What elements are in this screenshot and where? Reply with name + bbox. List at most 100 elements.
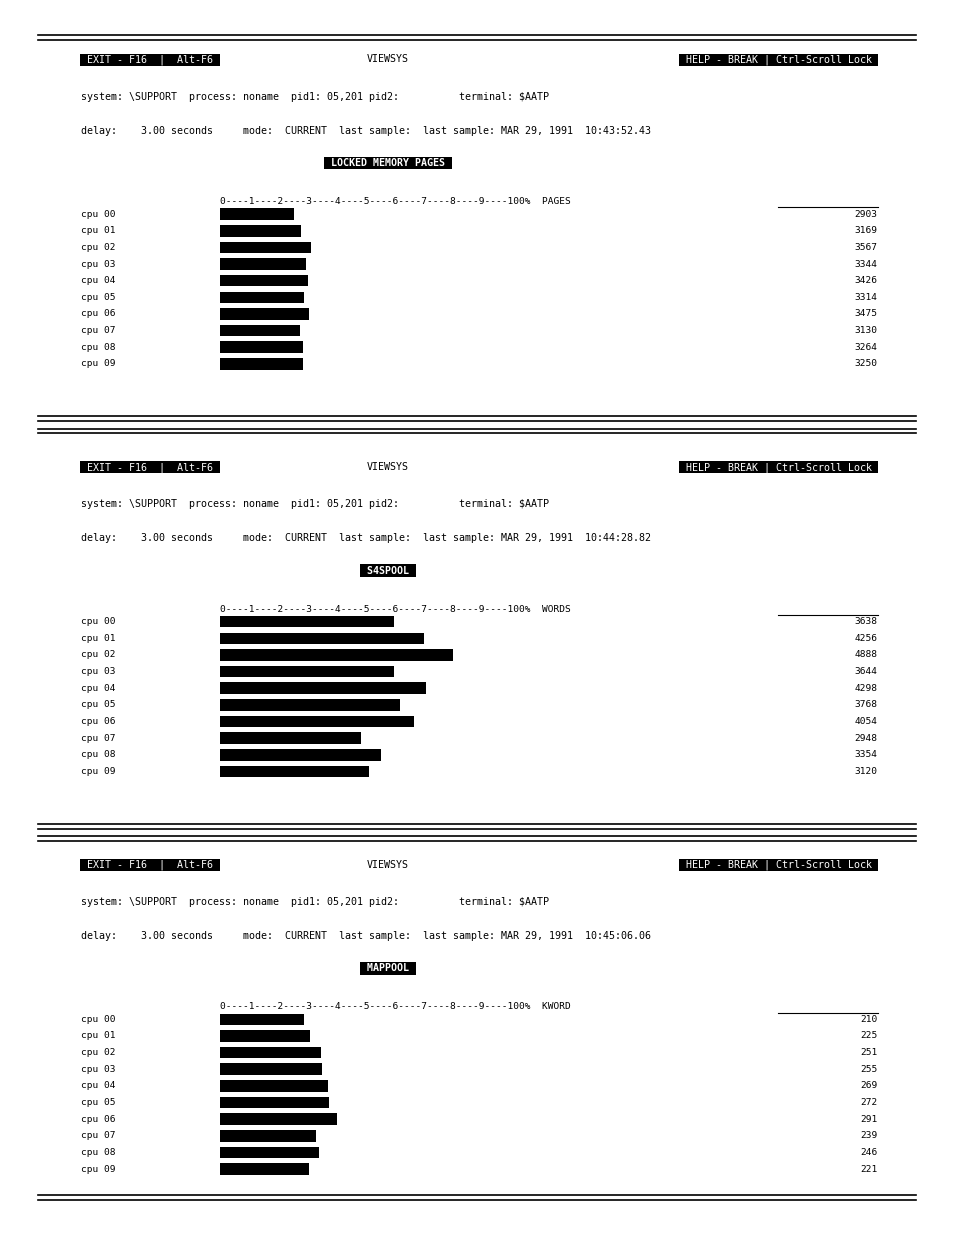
Text: cpu 09: cpu 09 — [81, 767, 115, 776]
Bar — [220, 650, 453, 661]
Text: 3169: 3169 — [854, 226, 877, 235]
Bar — [220, 1146, 318, 1158]
Text: cpu 06: cpu 06 — [81, 1115, 115, 1124]
Text: cpu 03: cpu 03 — [81, 1065, 115, 1073]
Text: system: \SUPPORT  process: noname  pid1: 05,201 pid2:          terminal: $AATP: system: \SUPPORT process: noname pid1: 0… — [81, 897, 549, 906]
Text: cpu 05: cpu 05 — [81, 700, 115, 709]
Bar — [220, 632, 423, 645]
Bar — [220, 1063, 322, 1074]
Text: 3250: 3250 — [854, 359, 877, 368]
Text: HELP - BREAK | Ctrl-Scroll Lock: HELP - BREAK | Ctrl-Scroll Lock — [679, 462, 877, 473]
Text: 2903: 2903 — [854, 210, 877, 219]
Text: 3354: 3354 — [854, 751, 877, 760]
Text: delay:    3.00 seconds     mode:  CURRENT  last sample:  last sample: MAR 29, 19: delay: 3.00 seconds mode: CURRENT last s… — [81, 534, 650, 543]
Text: 3567: 3567 — [854, 243, 877, 252]
Bar — [220, 242, 312, 253]
Text: cpu 02: cpu 02 — [81, 243, 115, 252]
Text: 3644: 3644 — [854, 667, 877, 676]
Text: cpu 09: cpu 09 — [81, 1165, 115, 1173]
Text: 4054: 4054 — [854, 718, 877, 726]
Text: cpu 02: cpu 02 — [81, 651, 115, 659]
Bar — [220, 1047, 320, 1058]
Text: VIEWSYS: VIEWSYS — [366, 462, 408, 472]
Bar — [220, 291, 304, 303]
Bar — [220, 616, 394, 627]
Text: S4SPOOL: S4SPOOL — [360, 566, 415, 576]
Text: HELP - BREAK | Ctrl-Scroll Lock: HELP - BREAK | Ctrl-Scroll Lock — [679, 860, 877, 871]
Text: cpu 08: cpu 08 — [81, 343, 115, 352]
Bar — [220, 1030, 310, 1042]
Bar — [220, 732, 361, 743]
Text: cpu 00: cpu 00 — [81, 1015, 115, 1024]
Bar — [220, 699, 400, 710]
Text: cpu 01: cpu 01 — [81, 634, 115, 642]
Bar — [220, 309, 309, 320]
Text: HELP - BREAK | Ctrl-Scroll Lock: HELP - BREAK | Ctrl-Scroll Lock — [679, 54, 877, 65]
Bar — [220, 666, 394, 677]
Text: cpu 03: cpu 03 — [81, 259, 115, 268]
Text: 3768: 3768 — [854, 700, 877, 709]
Bar — [220, 716, 414, 727]
Text: 3426: 3426 — [854, 277, 877, 285]
Text: system: \SUPPORT  process: noname  pid1: 05,201 pid2:          terminal: $AATP: system: \SUPPORT process: noname pid1: 0… — [81, 499, 549, 509]
Bar — [220, 225, 300, 237]
Text: LOCKED MEMORY PAGES: LOCKED MEMORY PAGES — [324, 158, 451, 168]
Text: cpu 04: cpu 04 — [81, 277, 115, 285]
Bar — [220, 683, 425, 694]
Text: 210: 210 — [860, 1015, 877, 1024]
Text: 0----1----2----3----4----5----6----7----8----9----100%  KWORD: 0----1----2----3----4----5----6----7----… — [220, 1003, 571, 1011]
Bar — [220, 1014, 304, 1025]
Text: 0----1----2----3----4----5----6----7----8----9----100%  PAGES: 0----1----2----3----4----5----6----7----… — [220, 198, 571, 206]
Text: delay:    3.00 seconds     mode:  CURRENT  last sample:  last sample: MAR 29, 19: delay: 3.00 seconds mode: CURRENT last s… — [81, 931, 650, 941]
Text: 255: 255 — [860, 1065, 877, 1073]
Bar — [220, 1097, 329, 1108]
Text: cpu 00: cpu 00 — [81, 618, 115, 626]
Bar — [220, 766, 369, 777]
Text: cpu 07: cpu 07 — [81, 1131, 115, 1140]
Text: cpu 08: cpu 08 — [81, 1149, 115, 1157]
Text: cpu 05: cpu 05 — [81, 1098, 115, 1107]
Text: 3130: 3130 — [854, 326, 877, 335]
Text: EXIT - F16  |  Alt-F6: EXIT - F16 | Alt-F6 — [81, 54, 219, 65]
Text: cpu 07: cpu 07 — [81, 734, 115, 742]
Text: 291: 291 — [860, 1115, 877, 1124]
Text: delay:    3.00 seconds     mode:  CURRENT  last sample:  last sample: MAR 29, 19: delay: 3.00 seconds mode: CURRENT last s… — [81, 126, 650, 136]
Text: cpu 06: cpu 06 — [81, 310, 115, 319]
Text: 3344: 3344 — [854, 259, 877, 268]
Text: cpu 07: cpu 07 — [81, 326, 115, 335]
Bar — [220, 358, 302, 369]
Text: 4256: 4256 — [854, 634, 877, 642]
Text: 3120: 3120 — [854, 767, 877, 776]
Text: 239: 239 — [860, 1131, 877, 1140]
Text: EXIT - F16  |  Alt-F6: EXIT - F16 | Alt-F6 — [81, 860, 219, 871]
Text: EXIT - F16  |  Alt-F6: EXIT - F16 | Alt-F6 — [81, 462, 219, 473]
Text: system: \SUPPORT  process: noname  pid1: 05,201 pid2:          terminal: $AATP: system: \SUPPORT process: noname pid1: 0… — [81, 91, 549, 101]
Text: cpu 04: cpu 04 — [81, 1082, 115, 1091]
Bar — [220, 1114, 336, 1125]
Text: 269: 269 — [860, 1082, 877, 1091]
Text: cpu 08: cpu 08 — [81, 751, 115, 760]
Text: cpu 02: cpu 02 — [81, 1049, 115, 1057]
Text: cpu 05: cpu 05 — [81, 293, 115, 301]
Text: 3638: 3638 — [854, 618, 877, 626]
Text: 221: 221 — [860, 1165, 877, 1173]
Text: 3264: 3264 — [854, 343, 877, 352]
Text: 2948: 2948 — [854, 734, 877, 742]
Text: 225: 225 — [860, 1031, 877, 1040]
Text: 251: 251 — [860, 1049, 877, 1057]
Text: 4888: 4888 — [854, 651, 877, 659]
Text: 246: 246 — [860, 1149, 877, 1157]
Text: cpu 01: cpu 01 — [81, 1031, 115, 1040]
Bar — [220, 325, 300, 336]
Bar — [220, 341, 303, 353]
Text: cpu 01: cpu 01 — [81, 226, 115, 235]
Text: cpu 09: cpu 09 — [81, 359, 115, 368]
Text: cpu 00: cpu 00 — [81, 210, 115, 219]
Text: 0----1----2----3----4----5----6----7----8----9----100%  WORDS: 0----1----2----3----4----5----6----7----… — [220, 605, 571, 614]
Text: 3314: 3314 — [854, 293, 877, 301]
Bar — [220, 275, 308, 287]
Text: VIEWSYS: VIEWSYS — [366, 54, 408, 64]
Bar — [220, 1130, 315, 1141]
Text: cpu 04: cpu 04 — [81, 684, 115, 693]
Bar — [220, 209, 294, 220]
